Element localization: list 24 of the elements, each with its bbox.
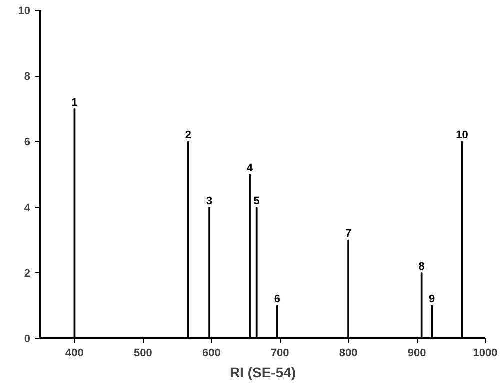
y-tick-label: 6: [24, 136, 31, 149]
annotation: 3: [206, 195, 213, 208]
annotation: 5: [254, 195, 260, 208]
annotation: 7: [346, 228, 352, 240]
annotation: 10: [456, 130, 468, 142]
x-tick-label: 400: [66, 348, 84, 360]
annotation: 9: [429, 294, 436, 306]
annotation: 1: [72, 96, 78, 109]
x-tick-label: 700: [270, 348, 290, 360]
y-tick-label: 4: [24, 202, 32, 214]
annotation: 8: [418, 260, 425, 273]
x-tick-label: 600: [202, 348, 221, 360]
annotation: 4: [246, 162, 254, 174]
y-tick-label: 10: [18, 6, 31, 18]
x-axis-title: RI (SE-54): [230, 364, 296, 380]
y-tick-label: 8: [24, 71, 31, 84]
x-tick-label: 1000: [473, 348, 498, 360]
x-tick-label: 800: [339, 348, 358, 360]
annotation: 6: [274, 294, 280, 306]
x-tick-label: 900: [408, 348, 426, 360]
annotation: 2: [185, 130, 192, 142]
y-tick-label: 2: [24, 268, 31, 280]
y-tick-label: 0: [24, 334, 31, 346]
x-tick-label: 500: [134, 348, 152, 360]
